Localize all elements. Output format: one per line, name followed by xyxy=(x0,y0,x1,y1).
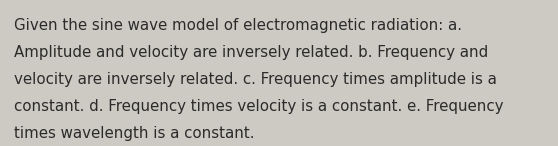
Text: velocity are inversely related. c. Frequency times amplitude is a: velocity are inversely related. c. Frequ… xyxy=(14,72,497,87)
Text: Given the sine wave model of electromagnetic radiation: a.: Given the sine wave model of electromagn… xyxy=(14,18,462,33)
Text: constant. d. Frequency times velocity is a constant. e. Frequency: constant. d. Frequency times velocity is… xyxy=(14,99,503,114)
Text: times wavelength is a constant.: times wavelength is a constant. xyxy=(14,126,254,141)
Text: Amplitude and velocity are inversely related. b. Frequency and: Amplitude and velocity are inversely rel… xyxy=(14,45,488,60)
